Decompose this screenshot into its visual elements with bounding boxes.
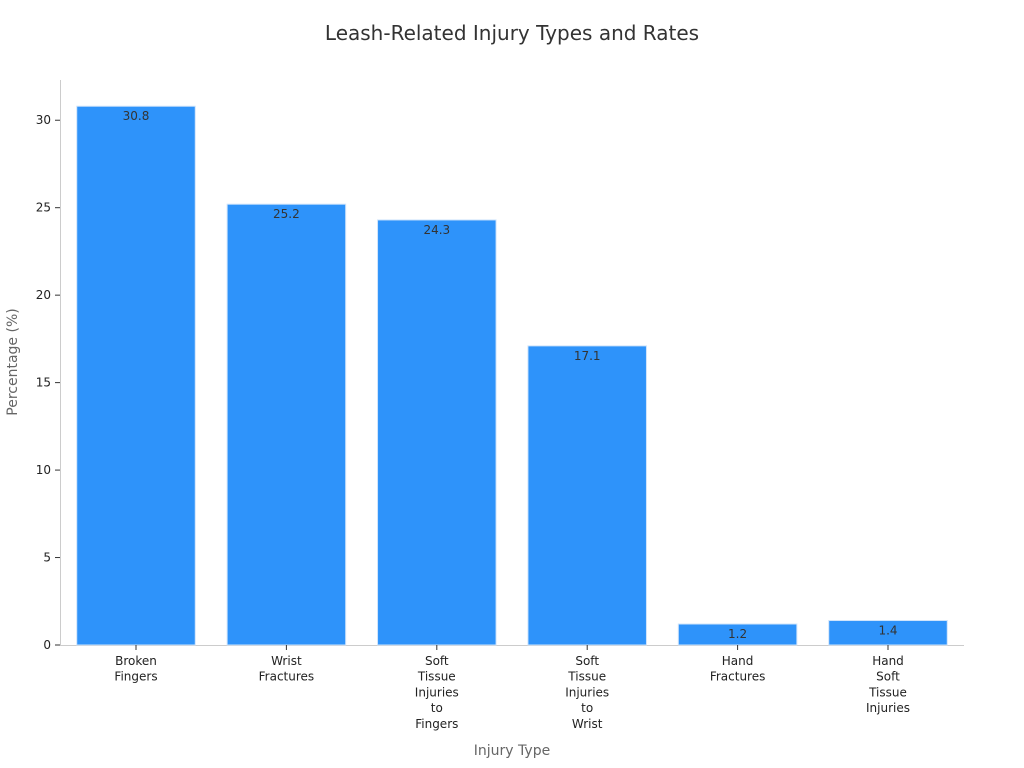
y-tick-label: 20	[36, 288, 51, 302]
chart-title: Leash-Related Injury Types and Rates	[325, 21, 699, 45]
bar	[527, 345, 647, 646]
category-label: Wrist	[572, 717, 603, 731]
category-label: Soft	[575, 654, 599, 668]
category-label: to	[431, 701, 443, 715]
y-tick-label: 10	[36, 463, 51, 477]
category-label: Wrist	[271, 654, 302, 668]
bar-value-labels: 30.8 25.2 24.3 17.1 1.2 1.4	[123, 109, 898, 641]
category-label: Broken	[115, 654, 157, 668]
bar	[828, 620, 948, 646]
bars	[76, 105, 948, 646]
bar	[377, 219, 497, 646]
x-axis-label: Injury Type	[474, 743, 550, 759]
category-label: Tissue	[868, 685, 907, 699]
y-tick-label: 30	[36, 113, 51, 127]
category-label: Soft	[876, 670, 900, 684]
bar	[76, 105, 196, 646]
category-label: Fingers	[415, 717, 458, 731]
y-axis-label: Percentage (%)	[5, 308, 21, 415]
category-label: Hand	[722, 654, 754, 668]
category-label: Tissue	[567, 670, 606, 684]
bar-value-label: 24.3	[423, 223, 450, 237]
category-label: Injuries	[565, 685, 609, 699]
bar-value-label: 30.8	[123, 109, 150, 123]
category-label: Soft	[425, 654, 449, 668]
y-tick-label: 5	[43, 551, 51, 565]
y-tick-label: 0	[43, 638, 51, 652]
category-label: to	[581, 701, 593, 715]
bar-value-label: 25.2	[273, 207, 300, 221]
category-label: Fractures	[259, 670, 315, 684]
bar-value-label: 17.1	[574, 349, 601, 363]
category-label: Hand	[872, 654, 904, 668]
y-tick-label: 25	[36, 201, 51, 215]
category-label: Fingers	[114, 670, 157, 684]
bar-value-label: 1.4	[878, 624, 897, 638]
category-label: Tissue	[417, 670, 456, 684]
y-axis-ticks: 0 5 10 15 20 25 30	[36, 113, 60, 652]
bar-value-label: 1.2	[728, 627, 747, 641]
bar	[226, 203, 347, 646]
category-label: Injuries	[415, 685, 459, 699]
y-tick-label: 15	[36, 376, 51, 390]
category-label: Fractures	[710, 670, 766, 684]
category-label: Injuries	[866, 701, 910, 715]
category-labels: BrokenFingersWristFracturesSoftTissueInj…	[114, 645, 910, 731]
